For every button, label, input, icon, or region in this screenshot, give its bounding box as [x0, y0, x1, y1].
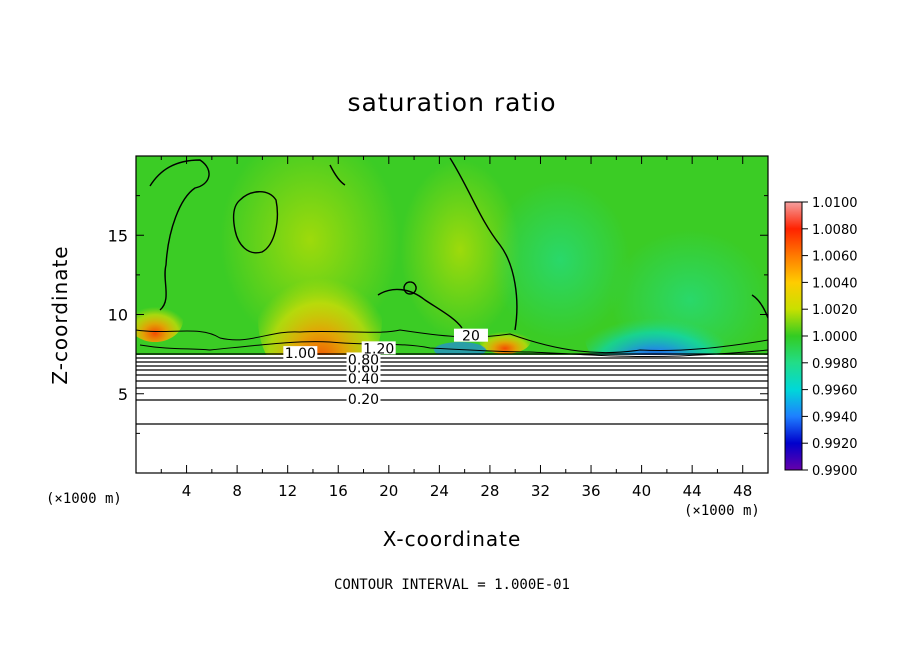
contour-label: 1.20: [363, 341, 394, 357]
field-warm-right: [479, 326, 531, 354]
contour-label: 20: [462, 329, 480, 345]
x-axis-title: X-coordinate: [382, 527, 522, 551]
cloud-base-inner: [139, 341, 768, 358]
x-tick-label: 16: [329, 482, 348, 500]
contour-label: 0.40: [348, 371, 379, 387]
y-tick-label: 15: [108, 226, 128, 245]
contour-label: 0.20: [348, 392, 379, 408]
contour-mid-blob: [377, 288, 463, 329]
colorbar-label: 1.0000: [812, 330, 858, 345]
colorbar-label: 1.0020: [812, 303, 858, 318]
contour-label-bg: [283, 346, 318, 360]
cloud-base-contours: [136, 329, 768, 358]
y-tick-label: 5: [118, 385, 128, 404]
contour-upper-island: [232, 191, 279, 254]
field-below-cloud: [136, 355, 768, 473]
x-tick-label: 20: [379, 482, 398, 500]
heatmap-field: [136, 156, 768, 473]
x-tick-label: 40: [632, 482, 651, 500]
x-tick-label: 12: [278, 482, 297, 500]
contour-label: 1.00: [285, 346, 316, 362]
x-tick-label: 44: [683, 482, 702, 500]
colorbar-ticks: 1.0100 1.0080 1.0060 1.0040 1.0020 1.0000 0.99…: [802, 196, 858, 479]
contour-label-bg: [346, 392, 381, 406]
contour-label-bg: [361, 341, 396, 355]
x-tick-label: 24: [430, 482, 449, 500]
colorbar-label: 0.9960: [812, 384, 858, 399]
x-axis-ticks: 4 8 12 16 20 24 28 32 36 40 44 48: [160, 156, 752, 500]
contour-label-bg: [346, 352, 381, 366]
contour-right-front: [751, 294, 768, 319]
chart-title: saturation ratio: [347, 88, 557, 117]
x-tick-label: 48: [733, 482, 752, 500]
y-axis-title: Z-coordinate: [48, 245, 72, 385]
x-tick-label: 32: [531, 482, 550, 500]
horizontal-contours: [136, 353, 768, 425]
x-tick-label: 8: [232, 482, 242, 500]
contour-small-ring: [403, 281, 417, 295]
y-tick-label: 10: [108, 306, 128, 325]
colorbar: [784, 201, 803, 471]
x-tick-label: 36: [581, 482, 600, 500]
field-teal-haze: [490, 180, 630, 340]
contour-label-bg: [346, 371, 381, 385]
contour-top-notch: [329, 164, 346, 186]
x-unit-label-right: (×1000 m): [684, 503, 760, 519]
field-yellow-haze-2: [400, 160, 520, 340]
y-axis-ticks: 5 10 15: [108, 195, 768, 434]
colorbar-label: 0.9980: [812, 357, 858, 372]
contour-cloud-boundary: [149, 159, 210, 311]
x-tick-label: 4: [182, 482, 192, 500]
cloud-base-top: [136, 329, 768, 354]
colorbar-label: 1.0100: [812, 196, 858, 211]
contour-lines: [149, 157, 768, 331]
colorbar-label: 1.0080: [812, 223, 858, 238]
colorbar-label: 0.9940: [812, 410, 858, 425]
colorbar-label: 1.0060: [812, 250, 858, 265]
colorbar-label: 0.9920: [812, 437, 858, 452]
contour-label: 0.80: [348, 352, 379, 368]
colorbar-label: 0.9900: [812, 464, 858, 479]
contour-label-bg: [453, 328, 488, 342]
contour-main-front: [449, 157, 518, 331]
x-tick-label: 28: [480, 482, 499, 500]
contour-interval-note: CONTOUR INTERVAL = 1.000E-01: [333, 577, 570, 593]
x-unit-label-left: (×1000 m): [46, 491, 122, 507]
colorbar-label: 1.0040: [812, 276, 858, 291]
